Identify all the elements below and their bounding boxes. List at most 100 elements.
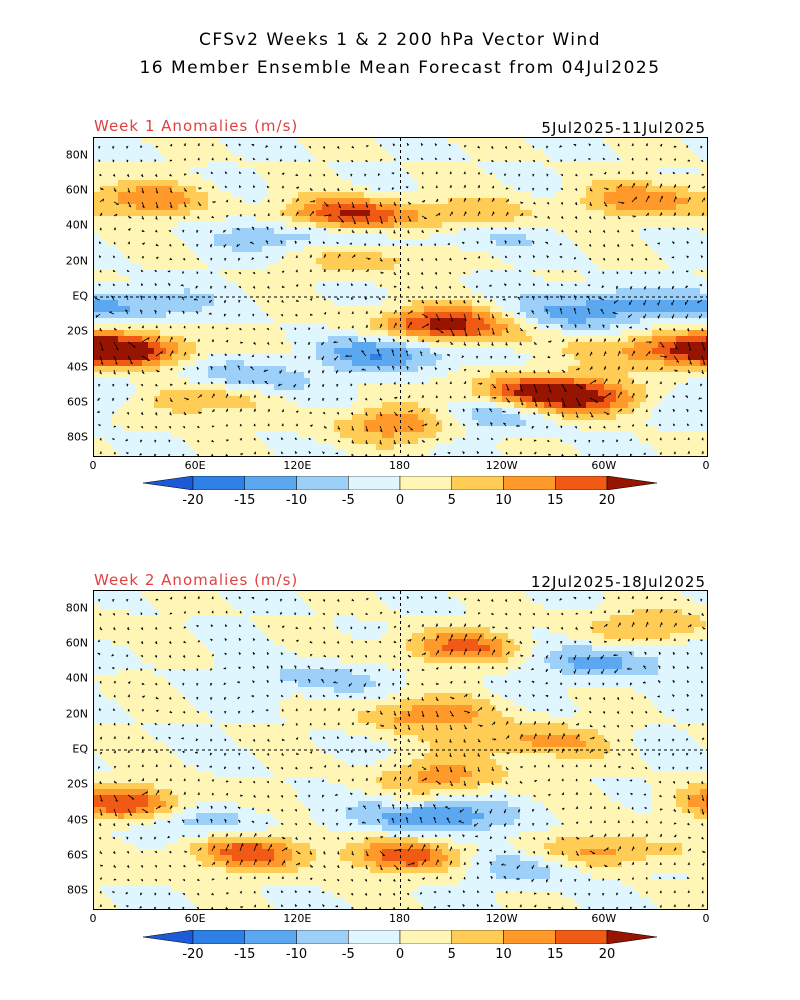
anomaly-cell bbox=[508, 420, 515, 427]
anomaly-cell bbox=[424, 288, 431, 295]
anomaly-cell bbox=[250, 150, 257, 157]
anomaly-cell bbox=[502, 180, 509, 187]
anomaly-cell bbox=[250, 258, 257, 265]
anomaly-cell bbox=[142, 408, 149, 415]
anomaly-cell bbox=[160, 294, 167, 301]
anomaly-cell bbox=[682, 246, 689, 253]
anomaly-cell bbox=[238, 324, 245, 331]
anomaly-cell bbox=[226, 180, 233, 187]
anomaly-cell bbox=[322, 222, 329, 229]
anomaly-cell bbox=[610, 264, 617, 271]
anomaly-cell bbox=[574, 222, 581, 229]
anomaly-cell bbox=[532, 222, 539, 229]
anomaly-cell bbox=[184, 372, 191, 379]
anomaly-cell bbox=[664, 414, 671, 421]
anomaly-cell bbox=[424, 210, 431, 217]
anomaly-cell bbox=[400, 354, 407, 361]
anomaly-cell bbox=[292, 240, 299, 247]
anomaly-cell bbox=[334, 426, 341, 433]
anomaly-cell bbox=[328, 282, 335, 289]
anomaly-cell bbox=[190, 228, 197, 235]
anomaly-cell bbox=[202, 258, 209, 265]
anomaly-cell bbox=[94, 402, 101, 409]
anomaly-cell bbox=[586, 210, 593, 217]
anomaly-cell bbox=[604, 258, 611, 265]
anomaly-cell bbox=[382, 324, 389, 331]
anomaly-cell bbox=[424, 252, 431, 259]
anomaly-cell bbox=[154, 384, 161, 391]
anomaly-cell bbox=[514, 396, 521, 403]
anomaly-cell bbox=[610, 198, 617, 205]
anomaly-cell bbox=[418, 156, 425, 163]
anomaly-cell bbox=[190, 312, 197, 319]
anomaly-cell bbox=[274, 408, 281, 415]
anomaly-cell bbox=[160, 420, 167, 427]
anomaly-cell bbox=[286, 312, 293, 319]
anomaly-cell bbox=[160, 216, 167, 223]
anomaly-cell bbox=[346, 246, 353, 253]
anomaly-cell bbox=[478, 396, 485, 403]
anomaly-cell bbox=[484, 252, 491, 259]
anomaly-cell bbox=[196, 264, 203, 271]
anomaly-cell bbox=[394, 336, 401, 343]
anomaly-cell bbox=[628, 366, 635, 373]
anomaly-cell bbox=[244, 258, 251, 265]
anomaly-cell bbox=[106, 240, 113, 247]
anomaly-cell bbox=[442, 300, 449, 307]
anomaly-cell bbox=[526, 222, 533, 229]
anomaly-cell bbox=[580, 180, 587, 187]
anomaly-cell bbox=[628, 336, 635, 343]
anomaly-cell bbox=[640, 378, 647, 385]
anomaly-cell bbox=[562, 282, 569, 289]
anomaly-cell bbox=[286, 414, 293, 421]
anomaly-cell bbox=[532, 288, 539, 295]
anomaly-cell bbox=[160, 234, 167, 241]
anomaly-cell bbox=[136, 378, 143, 385]
anomaly-cell bbox=[310, 174, 317, 181]
anomaly-cell bbox=[418, 306, 425, 313]
anomaly-cell bbox=[490, 402, 497, 409]
anomaly-cell bbox=[688, 186, 695, 193]
anomaly-cell bbox=[706, 330, 707, 337]
anomaly-cell bbox=[484, 264, 491, 271]
anomaly-cell bbox=[454, 306, 461, 313]
anomaly-cell bbox=[334, 162, 341, 169]
anomaly-cell bbox=[352, 174, 359, 181]
anomaly-cell bbox=[112, 222, 119, 229]
anomaly-cell bbox=[694, 150, 701, 157]
anomaly-cell bbox=[352, 300, 359, 307]
anomaly-cell bbox=[520, 402, 527, 409]
anomaly-cell bbox=[298, 336, 305, 343]
anomaly-cell bbox=[424, 264, 431, 271]
anomaly-cell bbox=[502, 300, 509, 307]
anomaly-cell bbox=[568, 174, 575, 181]
anomaly-cell bbox=[430, 168, 437, 175]
anomaly-cell bbox=[274, 228, 281, 235]
anomaly-cell bbox=[238, 414, 245, 421]
anomaly-cell bbox=[430, 384, 437, 391]
anomaly-cell bbox=[430, 210, 437, 217]
anomaly-cell bbox=[94, 210, 101, 217]
anomaly-cell bbox=[478, 216, 485, 223]
anomaly-cell bbox=[532, 360, 539, 367]
anomaly-cell bbox=[622, 240, 629, 247]
anomaly-cell bbox=[286, 318, 293, 325]
anomaly-cell bbox=[286, 180, 293, 187]
anomaly-cell bbox=[388, 162, 395, 169]
anomaly-cell bbox=[208, 192, 215, 199]
anomaly-cell bbox=[202, 396, 209, 403]
anomaly-cell bbox=[136, 252, 143, 259]
anomaly-cell bbox=[100, 216, 107, 223]
anomaly-cell bbox=[700, 222, 707, 229]
anomaly-cell bbox=[448, 186, 455, 193]
anomaly-cell bbox=[496, 354, 503, 361]
anomaly-cell bbox=[598, 156, 605, 163]
anomaly-cell bbox=[478, 168, 485, 175]
anomaly-cell bbox=[334, 276, 341, 283]
anomaly-cell bbox=[340, 228, 347, 235]
anomaly-cell bbox=[676, 342, 683, 349]
week1-anomaly-map bbox=[93, 137, 708, 457]
anomaly-cell bbox=[550, 144, 557, 151]
anomaly-cell bbox=[316, 222, 323, 229]
anomaly-cell bbox=[478, 294, 485, 301]
